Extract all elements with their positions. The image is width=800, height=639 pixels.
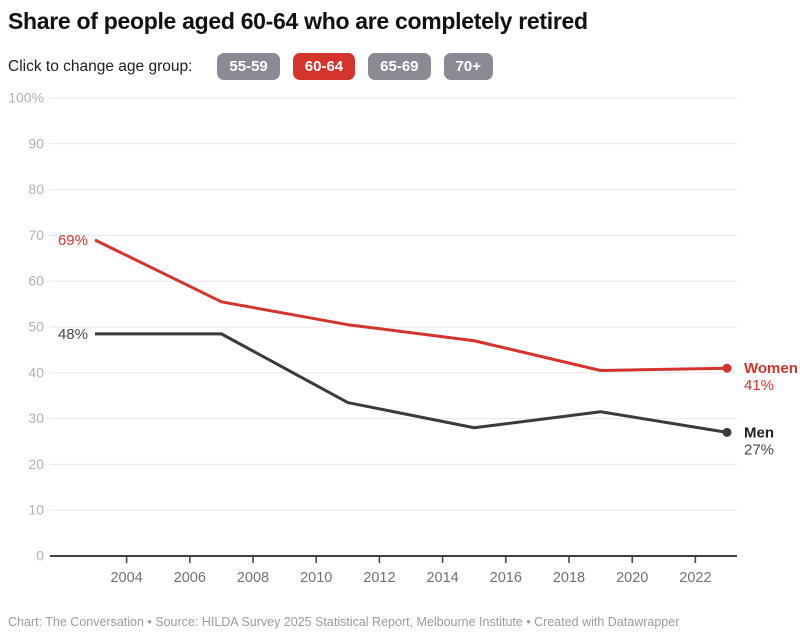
y-axis-tick-label: 40 xyxy=(28,364,44,380)
y-axis-tick-label: 0 xyxy=(36,548,44,564)
y-axis-tick-label: 90 xyxy=(28,135,44,151)
y-axis-tick-label: 30 xyxy=(28,410,44,426)
x-axis-tick-label: 2020 xyxy=(616,570,648,586)
x-axis-tick-label: 2004 xyxy=(110,570,142,586)
age-group-controls: Click to change age group: 55-59 60-64 6… xyxy=(8,53,493,80)
men-end-dot xyxy=(722,427,732,437)
women-line xyxy=(94,238,728,373)
retirement-line-chart: 0 10 20 30 40 50 60 70 80 90 100% 2004 2006 2008 2010 2… xyxy=(8,90,798,586)
y-axis-tick-label: 100% xyxy=(8,90,44,106)
y-axis-tick-label: 80 xyxy=(28,181,44,197)
women-series-label: Women xyxy=(744,360,798,377)
y-axis-tick-label: 50 xyxy=(28,319,44,335)
x-axis-tick-label: 2022 xyxy=(679,570,711,586)
y-axis-tick-label: 20 xyxy=(28,456,44,472)
chart-title: Share of people aged 60-64 who are compl… xyxy=(8,8,588,34)
men-end-value-label: 27% xyxy=(744,441,774,458)
age-group-button-70plus[interactable]: 70+ xyxy=(443,53,493,80)
x-axis-tick-label: 2018 xyxy=(553,570,585,586)
age-group-button-55-59[interactable]: 55-59 xyxy=(217,53,280,80)
x-axis-tick-label: 2008 xyxy=(237,570,269,586)
men-series-label: Men xyxy=(744,424,774,441)
age-group-button-60-64[interactable]: 60-64 xyxy=(292,53,356,80)
x-axis-tick-label: 2016 xyxy=(490,570,522,586)
women-end-value-label: 41% xyxy=(744,377,774,394)
women-start-value-label: 69% xyxy=(58,232,88,249)
age-group-button-65-69[interactable]: 65-69 xyxy=(368,53,431,80)
x-axis-tick-label: 2012 xyxy=(363,570,395,586)
controls-label: Click to change age group: xyxy=(8,57,193,75)
men-line xyxy=(95,332,728,434)
x-axis-tick-label: 2006 xyxy=(174,570,206,586)
women-end-dot xyxy=(722,363,732,373)
y-axis-tick-label: 70 xyxy=(28,227,44,243)
y-axis-tick-label: 10 xyxy=(28,502,44,518)
x-axis-tick-label: 2014 xyxy=(426,570,458,586)
x-axis-tick-label: 2010 xyxy=(300,570,332,586)
y-axis-tick-label: 60 xyxy=(28,273,44,289)
chart-footer-attribution: Chart: The Conversation • Source: HILDA … xyxy=(8,615,680,629)
men-start-value-label: 48% xyxy=(58,326,88,343)
